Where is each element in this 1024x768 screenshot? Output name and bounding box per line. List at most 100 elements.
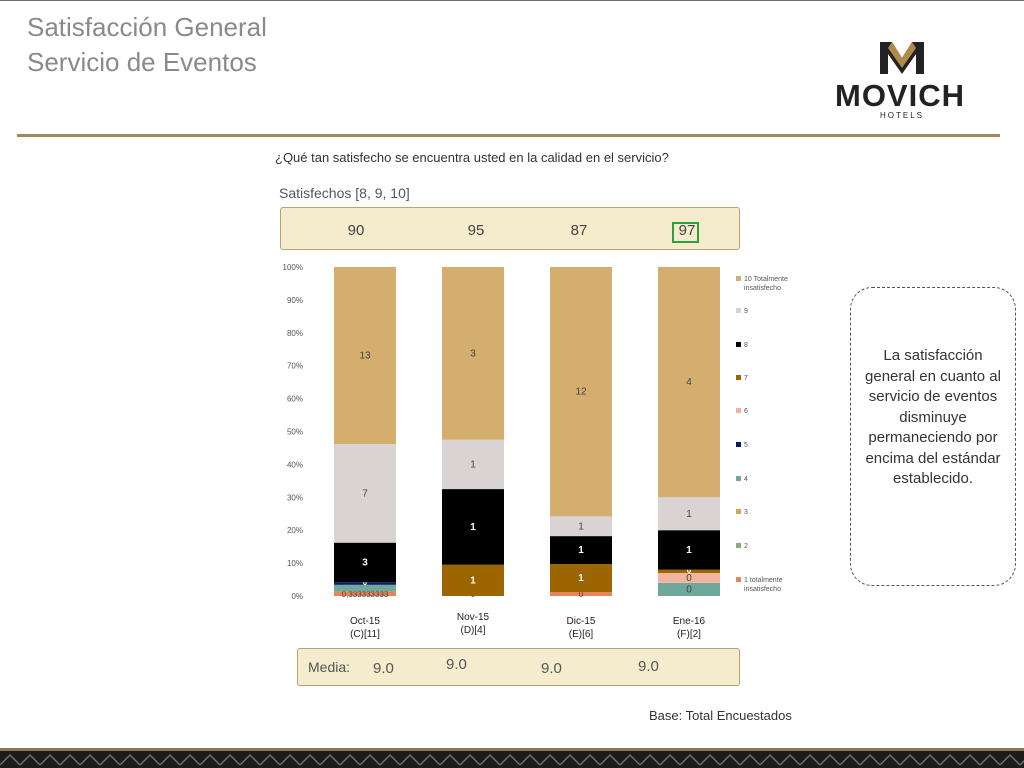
data-label: 0,333333333 bbox=[342, 590, 389, 599]
legend-label: 8 bbox=[744, 342, 748, 349]
legend-label: 7 bbox=[744, 375, 748, 382]
footer-chevron bbox=[159, 753, 181, 766]
legend-label: 6 bbox=[744, 408, 748, 415]
y-tick-label: 30% bbox=[287, 493, 303, 502]
footer-chevron bbox=[779, 753, 801, 766]
satisfied-value-nov: 95 bbox=[467, 222, 485, 239]
data-label: 1 bbox=[470, 522, 476, 533]
data-label: 4 bbox=[686, 377, 692, 388]
footer-chevron bbox=[19, 753, 41, 766]
footer-chevron bbox=[819, 753, 841, 766]
media-value-nov: 9.0 bbox=[446, 656, 467, 673]
title-line-2: Servicio de Eventos bbox=[27, 47, 257, 77]
data-label: 1 bbox=[578, 545, 584, 556]
bar-segment bbox=[550, 267, 612, 517]
data-label: 3 bbox=[362, 557, 368, 568]
footer-chevron bbox=[719, 753, 741, 766]
data-label: 13 bbox=[359, 351, 371, 362]
data-label: 0 bbox=[687, 566, 692, 575]
category-label: Oct-15 bbox=[350, 616, 380, 627]
satisfied-value-oct: 90 bbox=[347, 222, 365, 239]
footer-chevron bbox=[959, 753, 981, 766]
bar-segment bbox=[658, 267, 720, 498]
bar-segment bbox=[442, 564, 504, 596]
footer-chevron bbox=[79, 753, 101, 766]
y-tick-label: 0% bbox=[291, 592, 303, 601]
category-label: Nov-15 bbox=[457, 612, 490, 623]
footer-chevron bbox=[459, 753, 481, 766]
category-label: (C)[11] bbox=[350, 629, 380, 640]
media-label: Media: bbox=[308, 659, 351, 675]
conclusion-callout: La satisfacción general en cuanto al ser… bbox=[850, 287, 1016, 586]
footer-chevron bbox=[199, 753, 221, 766]
legend-swatch bbox=[736, 375, 741, 380]
footer-chevron bbox=[359, 753, 381, 766]
footer-chevron bbox=[619, 753, 641, 766]
footer-chevron bbox=[899, 753, 921, 766]
data-label: 1 bbox=[578, 573, 584, 584]
legend-swatch bbox=[736, 577, 741, 582]
y-tick-label: 60% bbox=[287, 395, 303, 404]
bar-segment bbox=[550, 536, 612, 565]
decorative-footer-band bbox=[0, 748, 1024, 768]
callout-text: La satisfacción general en cuanto al ser… bbox=[865, 347, 1001, 487]
footer-chevron bbox=[579, 753, 601, 766]
data-label: 12 bbox=[575, 387, 587, 398]
bar-segment bbox=[442, 489, 504, 565]
data-label: 0 bbox=[686, 573, 692, 584]
footer-chevron bbox=[479, 753, 501, 766]
data-label: 1 bbox=[686, 509, 692, 520]
stacked-bar-chart: 0% 10% 20% 30% 40% 50% 60% 70% 80% 90% 100% 0,33333… bbox=[283, 263, 788, 640]
data-label: 1 bbox=[470, 459, 476, 470]
footer-chevron bbox=[939, 753, 961, 766]
footer-chevron bbox=[999, 753, 1021, 766]
media-value-oct: 9.0 bbox=[373, 660, 394, 677]
legend-label: 3 bbox=[744, 509, 748, 516]
media-banner: Media: 9.0 9.0 9.0 9.0 bbox=[297, 648, 740, 686]
bar-segment bbox=[658, 582, 720, 596]
bar-segment bbox=[658, 569, 720, 573]
footer-chevron bbox=[39, 753, 61, 766]
satisfied-label: Satisfechos [8, 9, 10] bbox=[279, 185, 410, 201]
legend-swatch bbox=[736, 276, 741, 281]
bar-segment bbox=[658, 497, 720, 531]
bar-segment bbox=[334, 267, 396, 445]
logo-sub: HOTELS bbox=[880, 111, 924, 120]
satisfied-value-dic: 87 bbox=[570, 222, 588, 239]
category-label: Dic-15 bbox=[567, 616, 596, 627]
legend-label: insatisfecho bbox=[744, 285, 781, 292]
footer-chevron bbox=[759, 753, 781, 766]
data-label: 0 bbox=[686, 584, 692, 595]
base-note: Base: Total Encuestados bbox=[649, 708, 792, 723]
legend-swatch bbox=[736, 442, 741, 447]
legend-label: 1 totalmente bbox=[744, 577, 783, 584]
legend-label: 10 Totalmente bbox=[744, 276, 788, 283]
data-label: 1 bbox=[686, 545, 692, 556]
y-tick-label: 90% bbox=[287, 296, 303, 305]
bar-segment bbox=[442, 267, 504, 440]
movich-logo: MOVICH HOTELS bbox=[835, 42, 964, 120]
bar-segment bbox=[550, 592, 612, 596]
bar-segment bbox=[658, 572, 720, 583]
y-tick-label: 50% bbox=[287, 428, 303, 437]
legend-swatch bbox=[736, 476, 741, 481]
category-label: Ene-16 bbox=[673, 616, 706, 627]
footer-chevron bbox=[919, 753, 941, 766]
legend-label: 9 bbox=[744, 308, 748, 315]
y-tick-label: 80% bbox=[287, 329, 303, 338]
bar-segment bbox=[658, 530, 720, 570]
footer-chevron bbox=[379, 753, 401, 766]
footer-chevron bbox=[699, 753, 721, 766]
page-title: Satisfacción General Servicio de Eventos bbox=[27, 10, 267, 80]
bar-segment bbox=[334, 591, 396, 596]
legend-label: 5 bbox=[744, 442, 748, 449]
bar-segment bbox=[334, 542, 396, 583]
data-label: 1 bbox=[470, 575, 476, 586]
footer-chevron bbox=[839, 753, 861, 766]
footer-chevron bbox=[239, 753, 261, 766]
bar-segment bbox=[334, 444, 396, 543]
footer-chevron bbox=[99, 753, 121, 766]
footer-chevron bbox=[119, 753, 141, 766]
footer-chevron bbox=[0, 753, 21, 766]
footer-chevron bbox=[439, 753, 461, 766]
